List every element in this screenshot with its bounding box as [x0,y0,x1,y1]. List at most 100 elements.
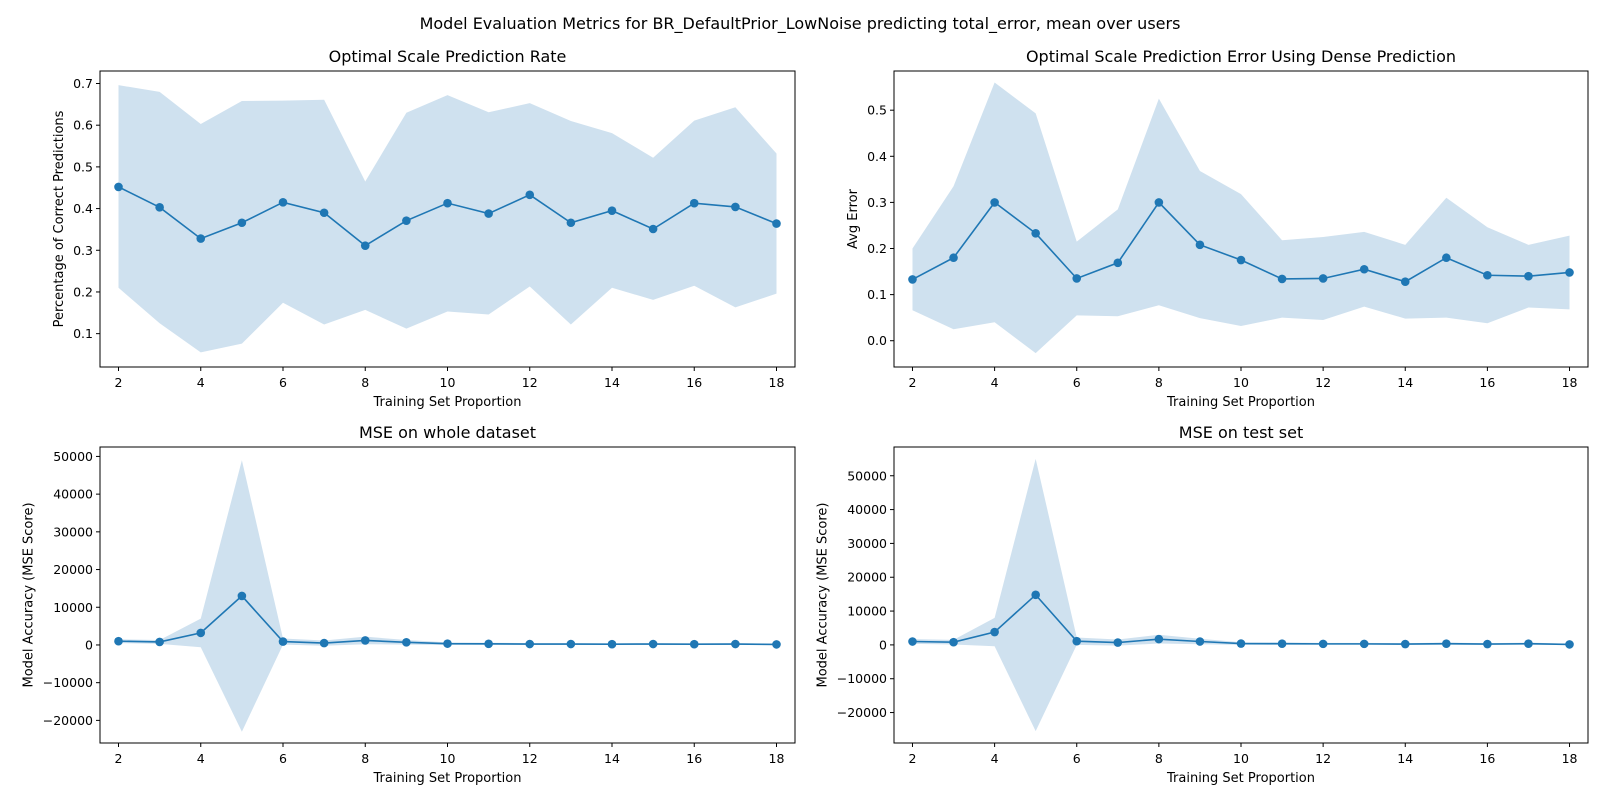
data-point [1154,634,1164,644]
y-tick-label: 0.5 [73,159,93,174]
x-axis-label: Training Set Proportion [1166,395,1315,410]
x-axis-label: Training Set Proportion [373,395,522,410]
y-tick-label: 10000 [53,600,93,615]
x-tick-label: 2 [115,375,123,390]
x-tick-label: 10 [440,375,456,390]
data-point [1442,639,1451,649]
data-point [278,637,288,646]
y-tick-label: −10000 [837,671,887,686]
x-tick-label: 18 [769,375,785,390]
data-point [772,640,781,649]
data-point [1236,255,1246,265]
x-tick-label: 2 [909,375,917,390]
y-tick-label: 0.5 [867,103,887,118]
y-tick-label: 20000 [53,562,93,577]
subplot-title: MSE on whole dataset [359,423,536,442]
data-point [990,627,999,637]
data-point [114,182,123,192]
subplot-title: MSE on test set [1179,423,1303,442]
x-tick-label: 14 [1397,751,1413,766]
data-point [1072,274,1082,283]
x-tick-label: 16 [686,375,702,390]
x-tick-label: 12 [1315,751,1331,766]
x-tick-label: 12 [522,751,538,766]
data-point [1031,228,1040,238]
data-point [1236,639,1246,648]
y-axis-label: Avg Error [846,188,861,249]
data-point [402,216,411,225]
data-point [1318,639,1328,649]
data-point [1031,590,1040,600]
x-tick-label: 6 [1073,751,1081,766]
x-axis-label: Training Set Proportion [373,771,522,786]
data-point [1483,270,1492,280]
data-point [689,639,699,649]
figure-title: Model Evaluation Metrics for BR_DefaultP… [420,14,1181,34]
x-tick-label: 4 [197,751,205,766]
y-tick-label: 40000 [53,487,93,502]
data-point [278,198,288,207]
x-tick-label: 16 [1479,751,1495,766]
y-tick-label: 0.2 [867,241,887,256]
data-point [1318,274,1328,283]
data-point [648,639,658,649]
data-point [1359,639,1369,649]
data-point [1524,271,1533,281]
subplot-title: Optimal Scale Prediction Rate [329,47,567,66]
y-tick-label: 0.4 [867,149,887,164]
x-tick-label: 2 [909,751,917,766]
data-point [484,639,493,649]
confidence-band [118,85,777,353]
data-point [949,637,958,647]
data-point [1359,264,1369,274]
data-point [1113,258,1123,268]
data-point [1565,640,1574,649]
x-tick-label: 12 [522,375,538,390]
data-point [1154,198,1164,207]
data-point [990,198,999,207]
data-point [1400,639,1410,649]
x-tick-label: 10 [1233,375,1249,390]
y-tick-label: 0.3 [73,243,93,258]
axes-frame [893,446,1589,744]
y-tick-label: 50000 [53,449,93,464]
y-axis-label: Percentage of Correct Predictions [52,110,67,327]
y-tick-label: 0.0 [867,333,887,348]
data-point [402,638,411,647]
x-tick-label: 4 [991,751,999,766]
data-point [1442,253,1451,263]
y-tick-label: 0.1 [867,287,887,302]
data-point [566,639,576,649]
y-tick-label: 0.6 [73,118,93,133]
x-tick-label: 10 [440,751,456,766]
data-point [648,224,658,234]
data-point [1565,268,1574,277]
data-point [196,234,206,243]
data-point [566,218,576,228]
data-point [360,241,370,250]
y-axis-label: Model Accuracy (MSE Score) [22,502,37,687]
data-point [908,637,917,646]
data-point [484,209,493,218]
x-tick-label: 6 [1073,375,1081,390]
y-tick-label: 0.1 [73,326,93,341]
data-point [731,639,740,649]
x-tick-label: 18 [769,751,785,766]
data-point [155,637,164,647]
y-tick-label: −10000 [43,675,93,690]
x-tick-label: 16 [686,751,702,766]
x-tick-label: 14 [604,375,620,390]
data-point [443,198,452,208]
x-tick-label: 8 [1155,375,1163,390]
x-tick-label: 6 [279,375,287,390]
y-tick-label: 40000 [847,502,887,517]
data-point [1400,277,1410,287]
data-point [443,639,452,648]
y-axis-label: Model Accuracy (MSE Score) [816,502,831,687]
subplot-prediction-rate: Optimal Scale Prediction Rate 2 4 6 8 10 12 14 1… [52,47,796,410]
confidence-band [118,460,777,732]
subplot-mse-whole-dataset: MSE on whole dataset 2 4 6 8 10 12 14 16 18 −20000… [22,423,796,786]
axes-frame [99,446,796,744]
x-tick-label: 10 [1233,751,1249,766]
